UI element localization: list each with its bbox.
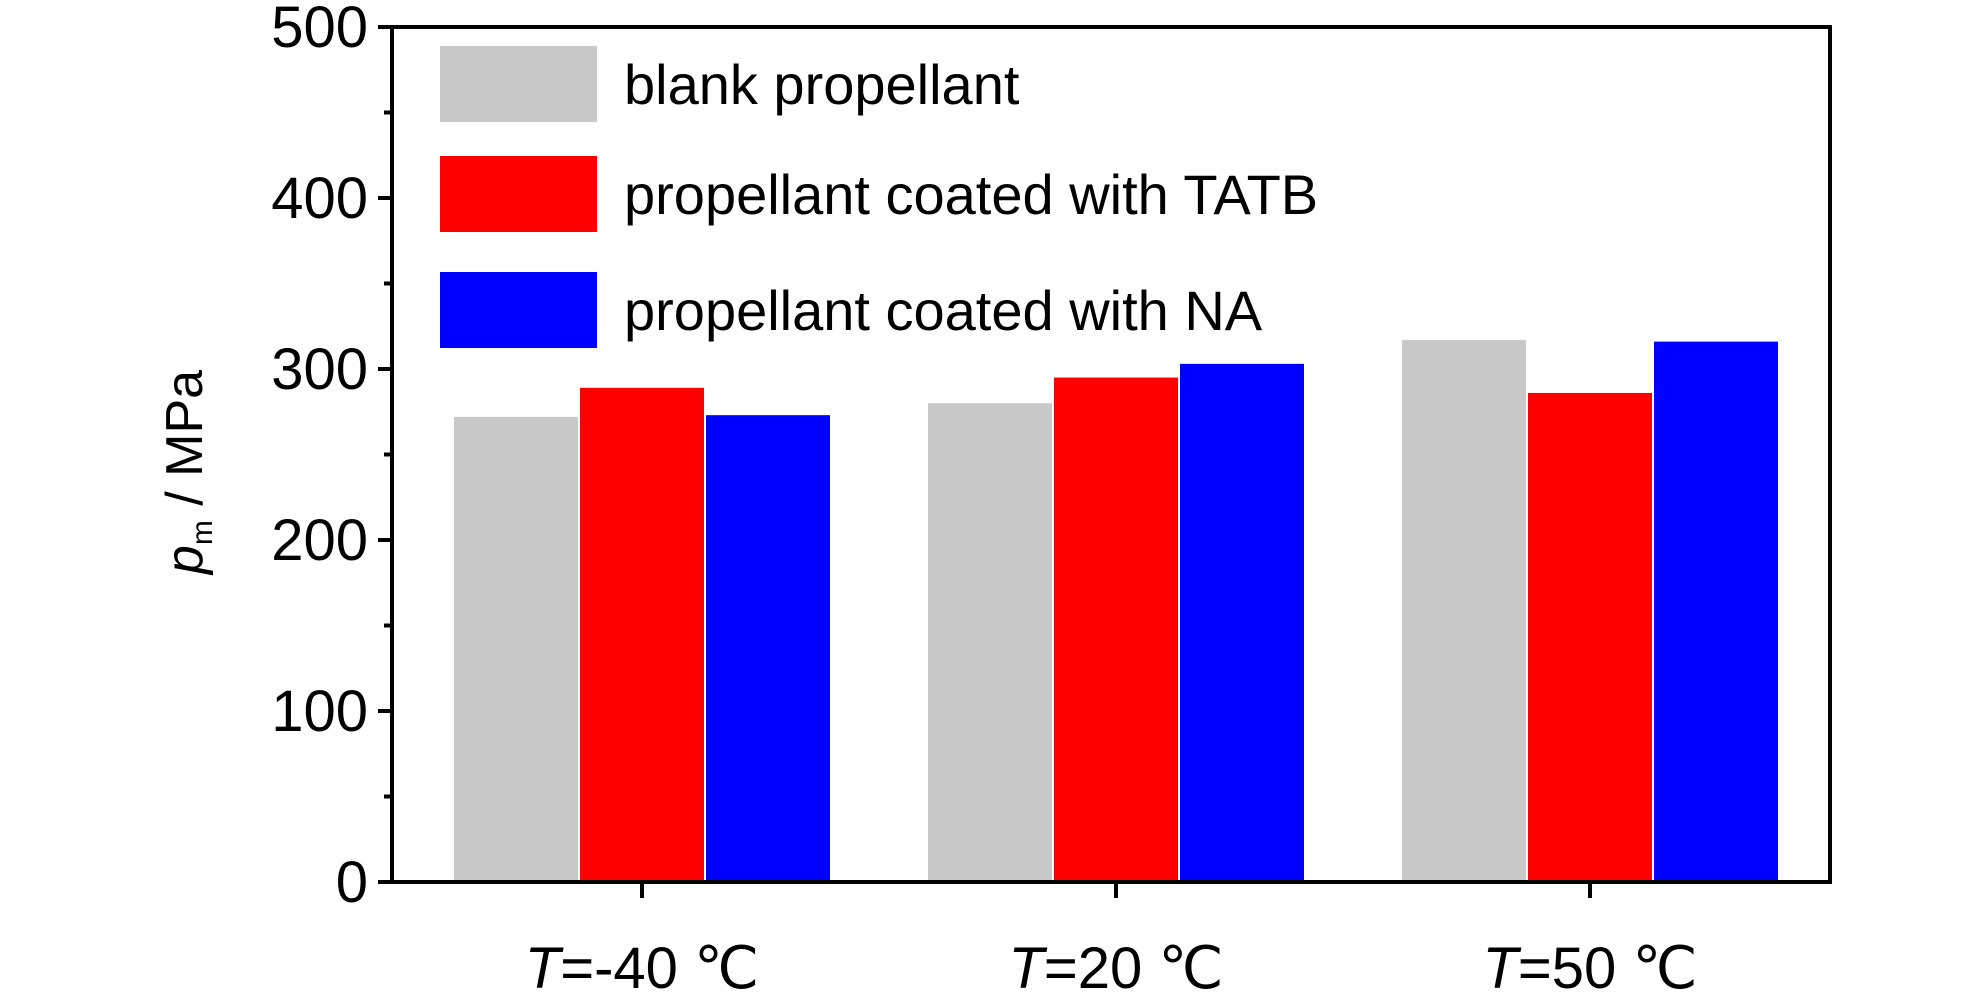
bar bbox=[580, 387, 704, 882]
axes-layer: 0 100 200 300 400 500 T=-40 ℃ T=20 ℃ T=50 ℃ bbox=[271, 0, 1697, 992]
y-tick-label: 100 bbox=[271, 679, 368, 744]
bar bbox=[454, 416, 578, 882]
legend-label: propellant coated with TATB bbox=[624, 163, 1318, 226]
legend: blank propellant propellant coated with T… bbox=[440, 46, 1318, 348]
bar bbox=[1528, 392, 1652, 882]
y-tick-label: 400 bbox=[271, 166, 368, 231]
bar bbox=[928, 403, 1052, 882]
y-tick-label: 300 bbox=[271, 337, 368, 402]
bar bbox=[706, 415, 830, 882]
bar bbox=[1654, 341, 1778, 882]
y-tick-label: 500 bbox=[271, 0, 368, 60]
legend-swatch bbox=[440, 272, 597, 348]
legend-swatch bbox=[440, 156, 597, 232]
bars-layer bbox=[454, 339, 1778, 882]
bar bbox=[1054, 377, 1178, 882]
legend-label: propellant coated with NA bbox=[624, 279, 1263, 342]
bar bbox=[1402, 339, 1526, 882]
y-axis-title: pm / MPa bbox=[156, 370, 219, 576]
x-tick-label: T=20 ℃ bbox=[1008, 936, 1223, 992]
legend-swatch bbox=[440, 46, 597, 122]
bar bbox=[1180, 363, 1304, 882]
y-tick-label: 200 bbox=[271, 508, 368, 573]
x-tick-label: T=-40 ℃ bbox=[525, 936, 759, 992]
y-tick-label: 0 bbox=[336, 850, 368, 915]
legend-label: blank propellant bbox=[624, 53, 1020, 116]
x-tick-label: T=50 ℃ bbox=[1482, 936, 1697, 992]
